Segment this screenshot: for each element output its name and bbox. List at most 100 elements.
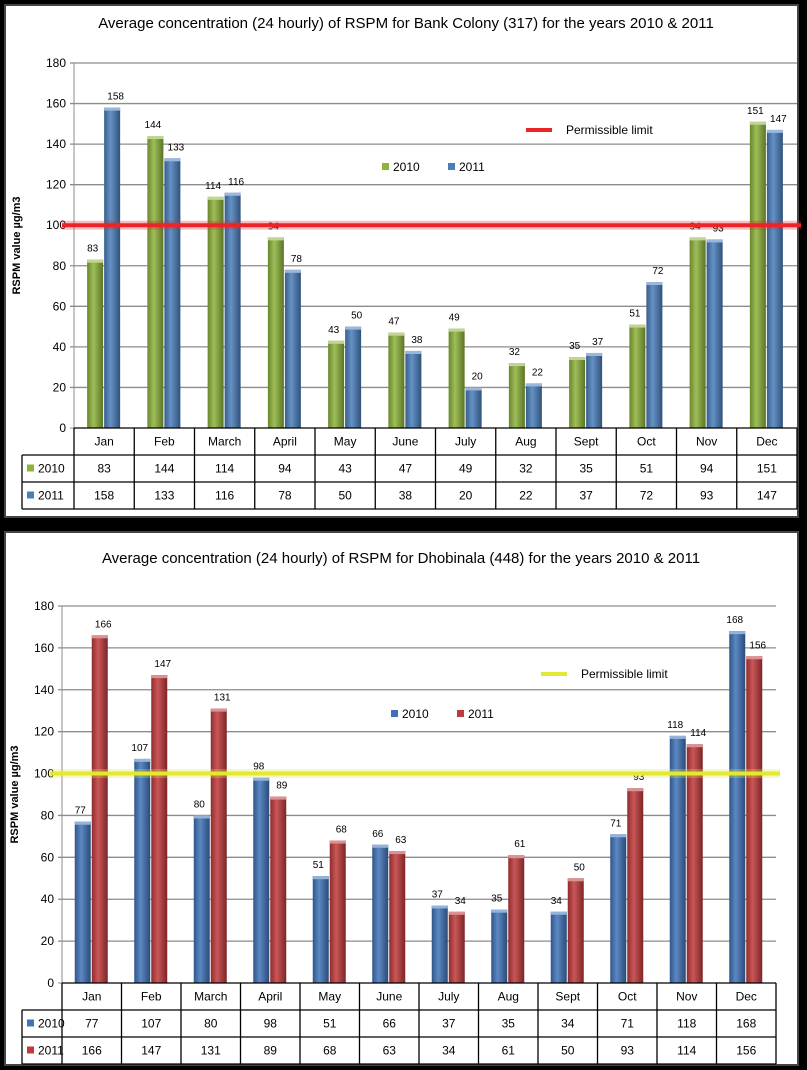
data-label: 51 — [629, 309, 641, 320]
table-cell-2010: 47 — [399, 462, 413, 476]
data-label: 20 — [472, 371, 484, 382]
x-category-label: June — [376, 990, 402, 1004]
bar-cap — [706, 239, 723, 243]
data-label: 118 — [667, 720, 683, 731]
bar-cap — [207, 196, 224, 200]
bar-cap — [193, 815, 210, 819]
table-cell-2010: 168 — [736, 1017, 756, 1031]
y-tick-label: 60 — [53, 299, 67, 313]
x-category-label: Aug — [515, 435, 536, 449]
table-cell-2010: 107 — [141, 1017, 161, 1031]
table-legend-swatch-2011 — [27, 1046, 34, 1054]
x-category-label: May — [334, 435, 357, 449]
bar-cap — [508, 363, 525, 367]
bar-2011-Oct — [646, 282, 663, 428]
bar-2011-March — [210, 708, 227, 983]
x-category-label: Jan — [82, 990, 101, 1004]
bar-cap — [746, 656, 763, 660]
bar-2011-June — [389, 851, 406, 983]
bar-2011-Jan — [91, 635, 108, 983]
bar-cap — [569, 357, 586, 361]
x-category-label: Nov — [676, 990, 697, 1004]
data-label: 37 — [432, 890, 444, 901]
data-label: 34 — [551, 896, 563, 907]
table-cell-2011: 133 — [154, 489, 174, 503]
data-label: 50 — [574, 862, 586, 873]
legend-swatch-2011 — [448, 163, 455, 170]
x-category-label: Sept — [574, 435, 599, 449]
x-category-label: Oct — [637, 435, 656, 449]
bar-2011-Oct — [627, 788, 644, 983]
bar-cap — [629, 324, 646, 328]
bar-cap — [270, 796, 287, 800]
table-cell-2011: 114 — [677, 1044, 696, 1058]
data-label: 71 — [610, 818, 622, 829]
bar-2011-Feb — [151, 675, 168, 983]
data-label: 35 — [569, 341, 581, 352]
data-label: 158 — [107, 92, 124, 103]
bar-2010-Oct — [610, 834, 627, 983]
bar-cap — [329, 840, 346, 844]
table-cell-2011: 93 — [621, 1044, 635, 1058]
bar-2011-Aug — [508, 855, 525, 983]
x-category-label: July — [438, 990, 459, 1004]
table-cell-2011: 93 — [700, 489, 714, 503]
bar-cap — [431, 905, 448, 909]
bar-2011-June — [405, 350, 422, 428]
chart-dhobinala: Average concentration (24 hourly) of RSP… — [9, 550, 780, 1065]
table-cell-2010: 83 — [97, 462, 111, 476]
table-cell-2010: 49 — [459, 462, 473, 476]
table-cell-2010: 51 — [323, 1017, 337, 1031]
bar-2011-Dec — [766, 129, 783, 428]
x-category-label: Sept — [555, 990, 580, 1004]
table-cell-2010: 94 — [278, 462, 292, 476]
bar-2010-Jan — [74, 821, 91, 983]
table-legend-swatch-2010 — [27, 1019, 34, 1027]
legend-swatch-2010 — [382, 163, 389, 170]
table-cell-2010: 118 — [677, 1017, 696, 1031]
bar-2011-July — [465, 387, 482, 428]
data-label: 80 — [194, 799, 206, 810]
x-category-label: July — [455, 435, 476, 449]
table-legend-swatch-2011 — [27, 491, 34, 499]
bar-2010-Nov — [689, 237, 706, 428]
legend-label-2011: 2011 — [459, 160, 485, 174]
table-row-label-2010: 2010 — [38, 462, 65, 476]
bar-2011-May — [329, 840, 346, 983]
table-cell-2011: 68 — [323, 1044, 337, 1058]
bar-cap — [689, 237, 706, 241]
y-tick-label: 20 — [53, 380, 67, 394]
table-row-label-2011: 2011 — [38, 489, 64, 503]
bar-cap — [686, 744, 703, 748]
table-cell-2010: 144 — [154, 462, 174, 476]
bar-cap — [749, 121, 766, 125]
bar-cap — [448, 328, 465, 332]
bar-2010-July — [431, 905, 448, 983]
bar-2010-March — [193, 815, 210, 983]
bar-cap — [151, 675, 168, 679]
y-tick-label: 140 — [34, 683, 54, 697]
data-label: 78 — [291, 254, 303, 265]
data-label: 166 — [95, 619, 112, 630]
table-cell-2010: 37 — [442, 1017, 456, 1031]
chart-bank-colony: Average concentration (24 hourly) of RSP… — [11, 15, 801, 510]
bar-2010-June — [388, 332, 405, 428]
data-label: 49 — [449, 313, 461, 324]
y-tick-label: 0 — [59, 421, 66, 435]
table-row-label-2011: 2011 — [38, 1044, 64, 1058]
legend-label-permissible-limit: Permissible limit — [581, 667, 668, 681]
data-label: 133 — [168, 142, 185, 153]
data-label: 147 — [154, 659, 171, 670]
bar-cap — [405, 350, 422, 354]
data-label: 43 — [328, 325, 340, 336]
bar-2011-May — [345, 326, 362, 428]
bar-2010-June — [372, 844, 389, 983]
bar-2010-Nov — [669, 735, 686, 983]
x-category-label: Feb — [141, 990, 162, 1004]
table-cell-2010: 77 — [85, 1017, 99, 1031]
bar-cap — [491, 909, 508, 913]
table-cell-2011: 147 — [757, 489, 777, 503]
bar-2011-April — [284, 269, 301, 428]
bar-cap — [766, 129, 783, 133]
bar-2011-Sept — [567, 878, 584, 983]
